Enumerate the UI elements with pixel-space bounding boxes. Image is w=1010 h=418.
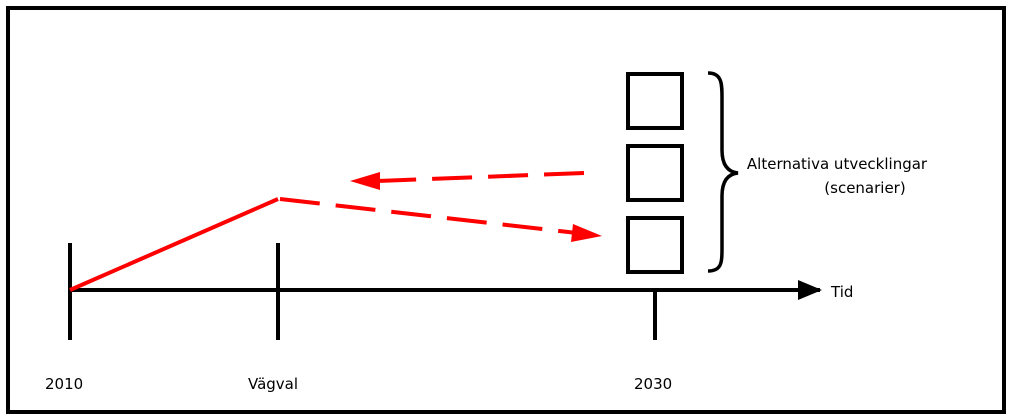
time-axis-label: Tid	[830, 283, 853, 301]
scenario-boxes	[626, 72, 684, 274]
diagram-frame	[6, 6, 1006, 414]
scenarios-label-line1: Alternativa utvecklingar	[747, 155, 928, 173]
forward-dashed-arrowhead	[571, 224, 602, 242]
backcast-dashed-arrowhead	[350, 172, 380, 190]
scenario-box-2	[626, 144, 684, 202]
scenario-box-3	[626, 216, 684, 274]
scenarios-label-line2: (scenarier)	[824, 179, 905, 197]
scenario-box-1	[626, 72, 684, 130]
label-2030: 2030	[634, 375, 672, 393]
development-path	[69, 197, 279, 292]
label-vagval: Vägval	[248, 375, 298, 393]
backcast-dashed-arrow-shaft	[376, 171, 585, 183]
label-2010: 2010	[45, 375, 83, 393]
forward-dashed-arrow-shaft	[279, 197, 578, 235]
scenario-brace	[707, 71, 739, 273]
time-axis-arrowhead	[798, 280, 822, 300]
